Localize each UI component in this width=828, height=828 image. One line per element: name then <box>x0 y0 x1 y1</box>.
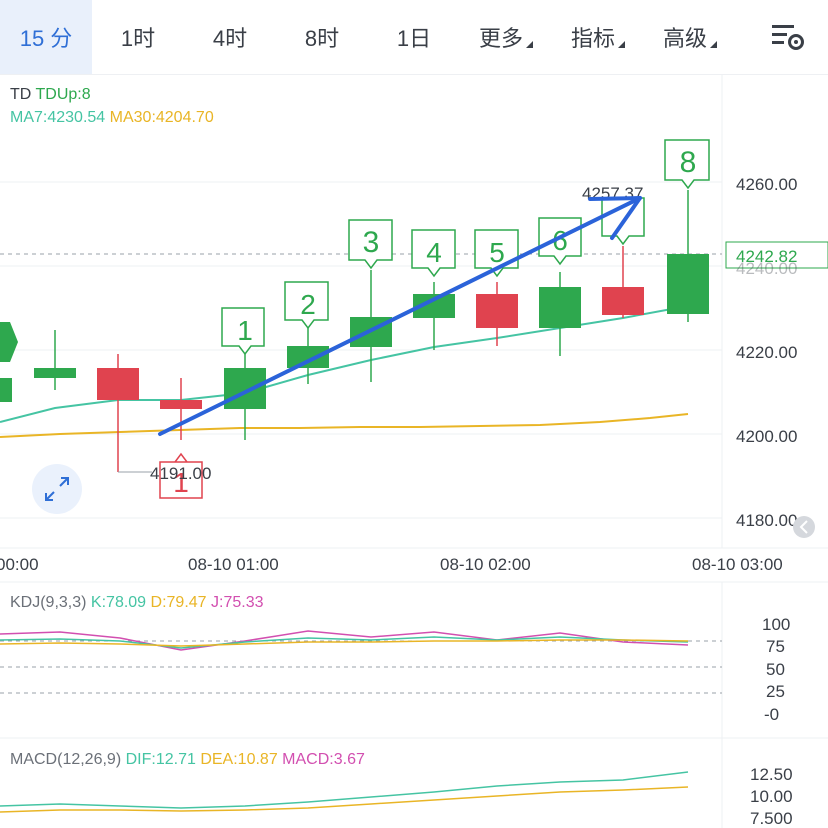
td-marker-partial <box>0 322 18 362</box>
candle <box>602 246 644 318</box>
macd-axis-label: 10.00 <box>750 787 793 806</box>
candle <box>97 354 139 472</box>
candle <box>539 272 581 356</box>
macd-dif-value: DIF:12.71 <box>125 751 196 768</box>
expand-icon <box>45 477 69 501</box>
macd-name: MACD(12,26,9) <box>10 751 122 768</box>
kdj-legend: KDJ(9,3,3) K:78.09 D:79.47 J:75.33 <box>10 594 264 612</box>
kdj-k-line <box>0 636 689 649</box>
macd-dif-line <box>0 771 689 809</box>
interval-tabs: 15 分 1时 4时 8时 1日 更多 指标 高级 <box>0 0 828 75</box>
tab-1h[interactable]: 1时 <box>92 0 184 74</box>
tab-label: 高级 <box>662 26 707 51</box>
tab-label: 15 分 <box>19 26 73 51</box>
kdj-k-value: K:78.09 <box>90 594 147 611</box>
td-indicator-value: TDUp:8 <box>35 86 91 103</box>
td-count-label: 1 <box>237 315 253 346</box>
td-down-callout-box <box>159 452 203 499</box>
ma30-value: MA30:4204.70 <box>109 109 214 126</box>
trend-arrow-head-icon <box>588 196 642 240</box>
tab-label: 1日 <box>396 26 432 51</box>
td-count-label: 5 <box>489 237 505 268</box>
kdj-axis-label: 75 <box>766 637 785 656</box>
ma30-line <box>0 413 689 438</box>
tab-8h[interactable]: 8时 <box>276 0 368 74</box>
kdj-axis-label: 50 <box>766 660 785 679</box>
price-axis-label: 4220.00 <box>736 343 797 362</box>
tab-label: 指标 <box>570 26 615 51</box>
macd-axis-label: 7.500 <box>750 809 793 828</box>
price-axis-label: 4260.00 <box>736 175 797 194</box>
price-axis-label: 4180.00 <box>736 511 797 530</box>
candle <box>34 330 76 390</box>
ma7-line <box>0 305 689 423</box>
kdj-axis-label: 100 <box>762 615 790 634</box>
price-axis-label: 4200.00 <box>736 427 797 446</box>
td-count-label: 4 <box>426 237 442 268</box>
current-price-tag <box>725 241 828 269</box>
price-axis-label: 4240.00 <box>736 259 797 278</box>
tab-label: 4时 <box>212 26 248 51</box>
kdj-j-value: J:75.33 <box>211 594 264 611</box>
candle <box>287 320 329 384</box>
tab-label: 1时 <box>120 26 156 51</box>
td-legend: TD TDUp:8 <box>10 86 91 104</box>
kdj-axis-label: -0 <box>764 705 779 724</box>
kdj-axis-label: 25 <box>766 682 785 701</box>
ma7-value: MA7:4230.54 <box>10 109 106 126</box>
macd-dea-line <box>0 786 689 813</box>
expand-button[interactable] <box>32 464 82 514</box>
macd-hist-value: MACD:3.67 <box>282 751 365 768</box>
time-axis-label: 08-10 02:00 <box>440 555 531 574</box>
candle <box>224 350 266 440</box>
macd-axis-label: 12.50 <box>750 765 793 784</box>
time-axis-label: 00:00 <box>0 555 39 574</box>
tab-label: 8时 <box>304 26 340 51</box>
macd-dea-value: DEA:10.87 <box>200 751 278 768</box>
time-axis-label: 08-10 01:00 <box>188 555 279 574</box>
td-down-count-label: 1 <box>173 467 189 498</box>
macd-legend: MACD(12,26,9) DIF:12.71 DEA:10.87 MACD:3… <box>10 751 365 769</box>
tab-label: 更多 <box>478 26 523 51</box>
candle <box>0 378 12 402</box>
td-indicator-name: TD <box>10 86 32 103</box>
current-price-value: 4242.82 <box>736 247 797 266</box>
td-count-label: 2 <box>300 289 316 320</box>
td-callout-boxes <box>221 139 710 356</box>
td-count-label: 8 <box>680 146 697 179</box>
dropdown-caret-icon <box>710 41 717 48</box>
td-count-label: 3 <box>363 226 380 259</box>
ma-legend: MA7:4230.54 MA30:4204.70 <box>10 109 214 127</box>
candle <box>160 378 202 440</box>
price-gridlines <box>0 74 828 828</box>
candle <box>350 270 392 382</box>
tab-4h[interactable]: 4时 <box>184 0 276 74</box>
chevron-left-icon <box>799 520 808 534</box>
candle <box>667 190 709 322</box>
scroll-latest-button[interactable] <box>793 516 815 538</box>
candle <box>476 282 518 346</box>
chart-settings-icon[interactable] <box>772 22 806 52</box>
dropdown-caret-icon <box>526 41 533 48</box>
kdj-d-value: D:79.47 <box>150 594 207 611</box>
kdj-j-line <box>0 630 689 651</box>
tab-more[interactable]: 更多 <box>460 0 552 74</box>
trend-arrow-line <box>158 196 642 436</box>
kdj-d-line <box>0 639 689 647</box>
time-axis-label: 08-10 03:00 <box>692 555 783 574</box>
tab-1d[interactable]: 1日 <box>368 0 460 74</box>
kline-chart[interactable]: 1 2 3 4 5 6 8 1 4191.00 4257.37 4242.82 … <box>0 74 828 828</box>
kdj-level-lines <box>0 640 722 694</box>
tab-15min[interactable]: 15 分 <box>0 0 92 74</box>
tab-advanced[interactable]: 高级 <box>644 0 736 74</box>
kdj-name: KDJ(9,3,3) <box>10 594 87 611</box>
td-count-label: 6 <box>552 225 568 256</box>
tab-indicators[interactable]: 指标 <box>552 0 644 74</box>
low-price-label: 4191.00 <box>150 464 211 483</box>
dropdown-caret-icon <box>618 41 625 48</box>
candlesticks <box>0 190 709 472</box>
